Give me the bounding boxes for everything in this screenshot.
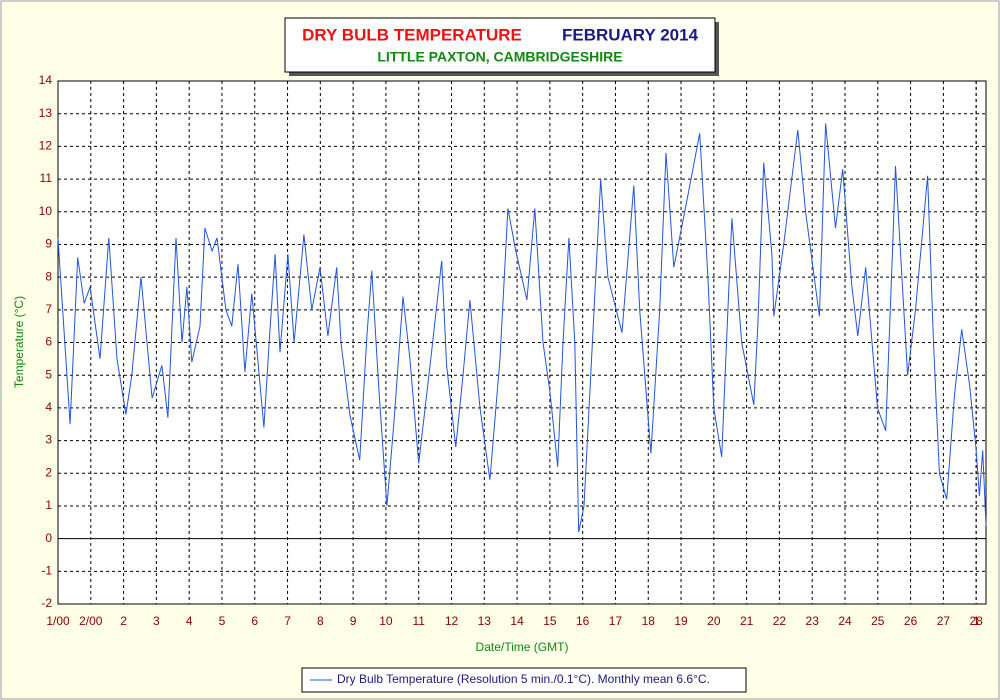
chart-title: DRY BULB TEMPERATURE [302,25,522,44]
y-tick-label: 0 [45,531,52,545]
y-tick-label: 8 [45,269,52,283]
x-tick-label: 15 [543,614,557,628]
x-tick-label: 7 [284,614,291,628]
y-tick-label: 1 [45,498,52,512]
chart-subtitle: LITTLE PAXTON, CAMBRIDGESHIRE [377,49,622,65]
x-axis-label: Date/Time (GMT) [476,640,569,654]
y-tick-label: 10 [39,204,53,218]
y-tick-label: 3 [45,433,52,447]
x-tick-label: 28 [969,614,983,628]
y-tick-label: 12 [39,139,53,153]
x-tick-label: 3 [153,614,160,628]
x-tick-label: 1/00 [46,614,70,628]
temperature-line [57,123,987,533]
x-tick-label: 10 [379,614,393,628]
x-tick-label: 6 [251,614,258,628]
x-tick-label: 1 [973,614,980,628]
chart-title-date: FEBRUARY 2014 [562,25,699,44]
y-tick-label: 4 [45,400,52,414]
y-tick-label: 2 [45,465,52,479]
x-tick-label: 17 [609,614,623,628]
x-tick-label: 13 [478,614,492,628]
x-tick-label: 4 [186,614,193,628]
y-tick-label: 11 [40,171,53,185]
x-tick-label: 20 [707,614,721,628]
y-tick-label: 7 [45,302,52,316]
x-tick-label: 11 [412,614,425,628]
x-tick-label: 19 [674,614,688,628]
x-tick-label: 2/00 [79,614,103,628]
y-tick-label: 13 [39,106,53,120]
x-tick-label: 2 [120,614,127,628]
x-tick-label: 9 [350,614,357,628]
x-tick-label: 23 [806,614,820,628]
y-tick-label: 9 [45,237,52,251]
legend-label: Dry Bulb Temperature (Resolution 5 min./… [337,672,710,686]
x-tick-label: 5 [219,614,226,628]
x-tick-label: 21 [740,614,754,628]
x-tick-label: 22 [773,614,787,628]
y-tick-label: 6 [45,335,52,349]
x-tick-label: 8 [317,614,324,628]
y-tick-label: -2 [41,596,52,610]
x-tick-label: 25 [871,614,885,628]
x-tick-label: 27 [937,614,951,628]
y-tick-label: 14 [39,73,53,87]
title-box [284,17,716,73]
y-tick-label: 5 [45,367,52,381]
x-tick-label: 12 [445,614,459,628]
legend-box [301,667,747,693]
x-tick-label: 14 [510,614,524,628]
y-tick-label: -1 [41,563,52,577]
x-tick-label: 26 [904,614,918,628]
x-tick-label: 18 [642,614,656,628]
x-tick-label: 24 [838,614,852,628]
x-tick-label: 16 [576,614,590,628]
y-axis-label: Temperature (°C) [12,296,26,388]
